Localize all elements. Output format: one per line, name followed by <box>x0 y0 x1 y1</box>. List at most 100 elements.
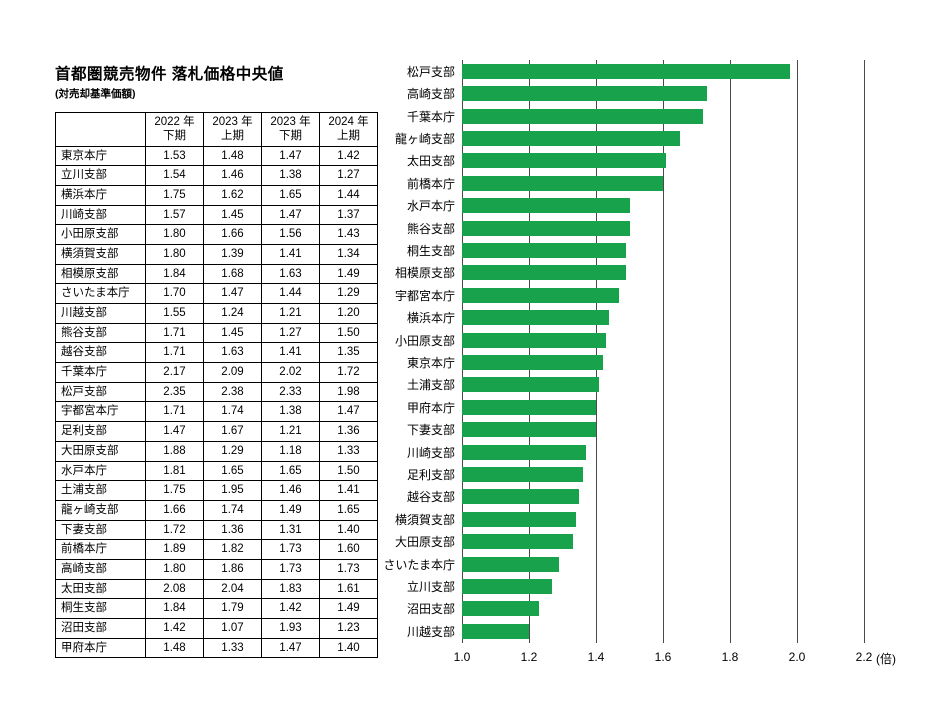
gridline <box>528 60 530 643</box>
table-row: 土浦支部 1.75 1.95 1.46 1.41 <box>55 480 378 501</box>
value-2023-h2: 1.56 <box>261 224 320 246</box>
bar-label: 龍ヶ崎支部 <box>394 131 455 146</box>
value-2023-h2: 1.46 <box>261 480 320 501</box>
value-2022-h2: 1.71 <box>145 322 204 344</box>
value-2024-h1: 1.43 <box>319 224 378 246</box>
value-2024-h1: 1.42 <box>319 145 378 167</box>
page-title: 首都圏競売物件 落札価格中央値 <box>55 66 284 83</box>
value-2024-h1: 1.40 <box>319 519 378 541</box>
bar-track <box>462 86 864 102</box>
bar-track <box>462 198 864 214</box>
value-2023-h1: 1.86 <box>203 558 262 580</box>
bar-label: 相模原支部 <box>394 266 455 281</box>
table-header-row: 2022 年 下期 2023 年 上期 2023 年 下期 2024 年 上期 <box>55 112 378 147</box>
bar-track <box>462 377 864 393</box>
value-2023-h1: 1.74 <box>203 401 262 423</box>
value-2022-h2: 1.53 <box>145 145 204 167</box>
value-2023-h1: 1.66 <box>203 224 262 246</box>
value-2024-h1: 1.98 <box>319 381 378 403</box>
court-name: 川越支部 <box>55 303 146 324</box>
chart-row: 千葉本庁 <box>372 105 924 127</box>
value-2022-h2: 2.08 <box>145 578 204 600</box>
value-2024-h1: 1.60 <box>319 539 378 560</box>
value-2023-h2: 1.73 <box>261 539 320 560</box>
table-row: 下妻支部 1.72 1.36 1.31 1.40 <box>55 519 378 541</box>
value-2023-h2: 1.41 <box>261 244 320 265</box>
chart-row: 立川支部 <box>372 575 924 597</box>
chart-rows: 松戸支部 高崎支部 千葉本庁 龍ヶ崎支部 太田支部 前橋本庁 水戸本庁 熊谷支部 桐生支部 相模原… <box>372 60 924 643</box>
chart-row: 横浜本庁 <box>372 306 924 328</box>
value-2023-h2: 1.21 <box>261 421 320 442</box>
gridline <box>729 60 731 643</box>
value-2023-h1: 2.04 <box>203 578 262 600</box>
bar <box>462 108 704 124</box>
value-2023-h1: 1.39 <box>203 244 262 265</box>
value-2024-h1: 1.65 <box>319 499 378 521</box>
table-row: 沼田支部 1.42 1.07 1.93 1.23 <box>55 617 378 639</box>
value-2023-h2: 1.47 <box>261 145 320 167</box>
court-name: 高崎支部 <box>55 558 146 580</box>
chart-row: 松戸支部 <box>372 60 924 82</box>
bar-label: 前橋本庁 <box>406 176 455 191</box>
value-2023-h2: 1.83 <box>261 578 320 600</box>
value-2023-h1: 2.38 <box>203 381 262 403</box>
value-2024-h1: 1.47 <box>319 401 378 423</box>
value-2023-h2: 1.65 <box>261 185 320 206</box>
court-name: 大田原支部 <box>55 440 146 462</box>
bar <box>462 242 627 258</box>
value-2023-h1: 1.45 <box>203 322 262 344</box>
value-2022-h2: 1.66 <box>145 499 204 521</box>
bar-track <box>462 534 864 550</box>
value-2023-h2: 1.31 <box>261 519 320 541</box>
bar-label: 川越支部 <box>406 624 455 639</box>
gridlines <box>462 60 865 643</box>
value-2024-h1: 1.49 <box>319 598 378 619</box>
table-row: 足利支部 1.47 1.67 1.21 1.36 <box>55 421 378 442</box>
court-name: 松戸支部 <box>55 381 146 403</box>
court-name: 横浜本庁 <box>55 185 146 206</box>
value-2023-h2: 1.42 <box>261 598 320 619</box>
table-row: 川崎支部 1.57 1.45 1.47 1.37 <box>55 204 378 226</box>
table-row: 東京本庁 1.53 1.48 1.47 1.42 <box>55 145 378 167</box>
value-2022-h2: 2.35 <box>145 381 204 403</box>
table-body: 東京本庁 1.53 1.48 1.47 1.42 立川支部 1.54 1.46 … <box>55 145 378 659</box>
value-2023-h2: 1.44 <box>261 283 320 305</box>
value-2023-h1: 1.65 <box>203 460 262 482</box>
chart-row: 大田原支部 <box>372 531 924 553</box>
bar-track <box>462 287 864 303</box>
table-row: 熊谷支部 1.71 1.45 1.27 1.50 <box>55 322 378 344</box>
value-2024-h1: 1.35 <box>319 342 378 364</box>
court-name: 川崎支部 <box>55 204 146 226</box>
bar <box>462 579 553 595</box>
court-name: 相模原支部 <box>55 263 146 285</box>
x-tick-label: 1.6 <box>654 649 672 664</box>
court-name: 熊谷支部 <box>55 322 146 344</box>
value-2022-h2: 2.17 <box>145 362 204 383</box>
value-2022-h2: 1.75 <box>145 480 204 501</box>
bar <box>462 511 576 527</box>
value-2022-h2: 1.75 <box>145 185 204 206</box>
court-name: 沼田支部 <box>55 617 146 639</box>
gridline <box>864 60 865 643</box>
value-2023-h1: 1.45 <box>203 204 262 226</box>
value-2023-h2: 1.38 <box>261 401 320 423</box>
value-2023-h2: 1.73 <box>261 558 320 580</box>
value-2023-h2: 1.38 <box>261 165 320 187</box>
chart-row: 越谷支部 <box>372 486 924 508</box>
court-name: 甲府本庁 <box>55 637 146 659</box>
bar-track <box>462 332 864 348</box>
value-2023-h1: 1.62 <box>203 185 262 206</box>
bar-label: 下妻支部 <box>406 423 455 438</box>
value-2023-h2: 1.93 <box>261 617 320 639</box>
value-2022-h2: 1.42 <box>145 617 204 639</box>
bar-track <box>462 108 864 124</box>
chart-row: 下妻支部 <box>372 419 924 441</box>
bar-label: 松戸支部 <box>406 64 455 79</box>
value-2024-h1: 1.34 <box>319 244 378 265</box>
chart-row: 土浦支部 <box>372 374 924 396</box>
value-2022-h2: 1.47 <box>145 421 204 442</box>
table-row: 宇都宮本庁 1.71 1.74 1.38 1.47 <box>55 401 378 423</box>
chart-row: 甲府本庁 <box>372 396 924 418</box>
bar-label: 沼田支部 <box>406 602 455 617</box>
bar-label: 土浦支部 <box>406 378 455 393</box>
